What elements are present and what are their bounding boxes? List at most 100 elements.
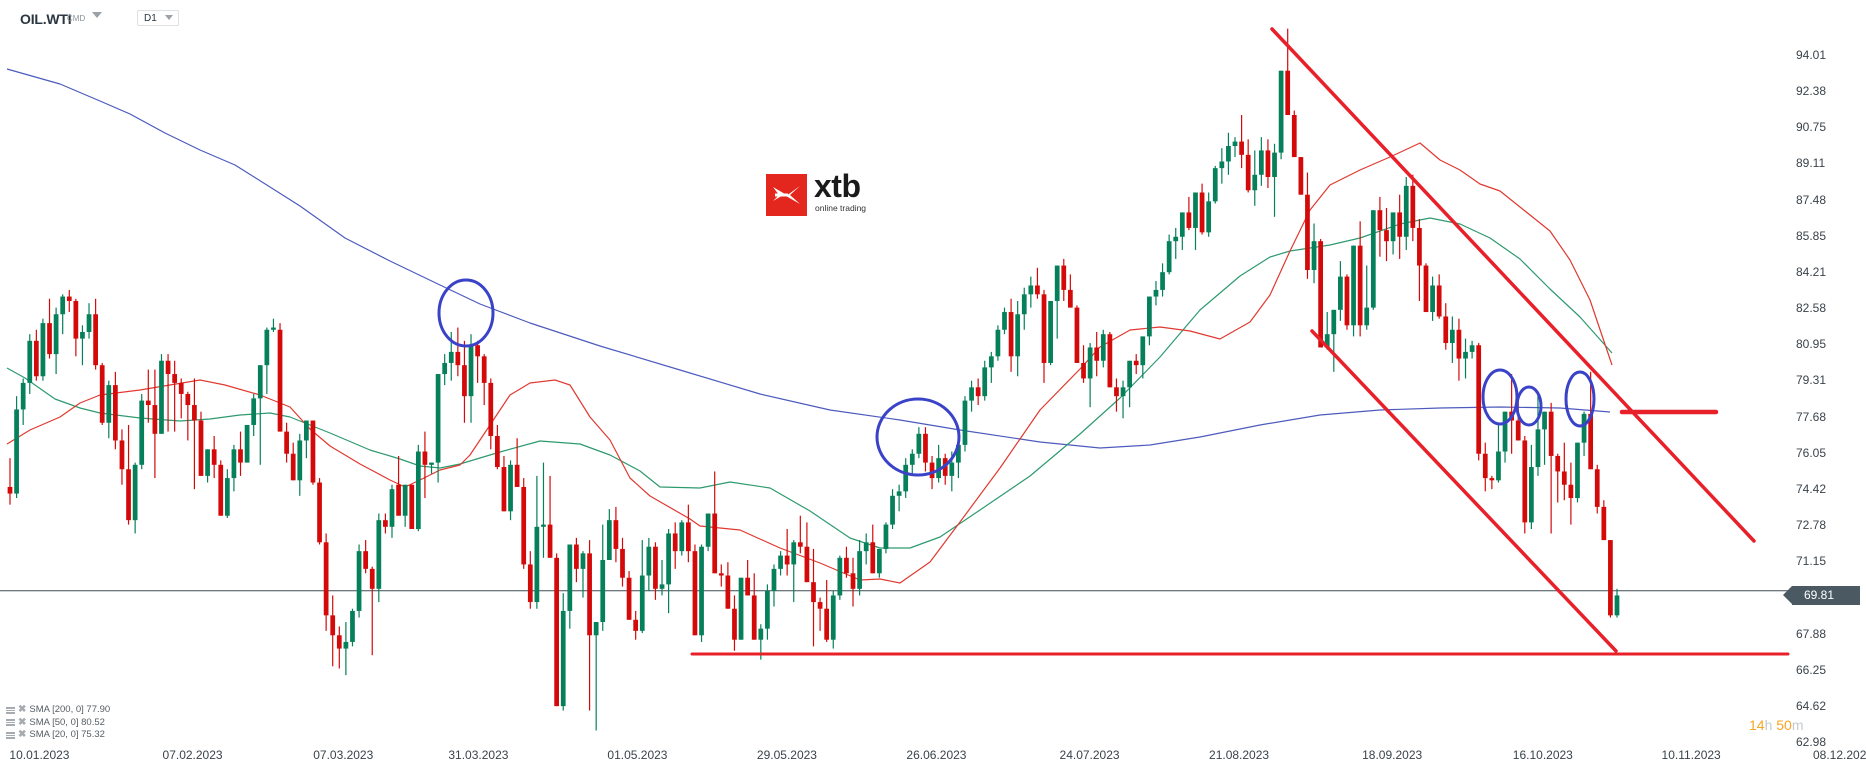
candle-body [1015, 314, 1021, 357]
candle-body [896, 491, 902, 496]
symbol-name[interactable]: OIL.WTI [20, 11, 72, 27]
price-tick-label: 64.62 [1796, 698, 1827, 713]
candle-body [113, 385, 118, 441]
candle-body [1489, 478, 1495, 481]
candle-body [653, 546, 658, 589]
candle-body [567, 544, 573, 611]
candle-body [409, 484, 415, 530]
candle-body [1443, 316, 1449, 344]
candle-body [705, 513, 711, 547]
candle-body [1094, 347, 1100, 361]
candle-body [1397, 212, 1403, 237]
settings-menu-icon[interactable] [6, 719, 15, 727]
candle-body [580, 553, 586, 569]
candle-body [639, 575, 645, 631]
candle-body [1002, 312, 1007, 330]
remove-x-icon[interactable]: ✖ [18, 716, 27, 728]
price-tick-label: 62.98 [1796, 735, 1827, 749]
candle-body [962, 400, 968, 445]
settings-menu-icon[interactable] [6, 706, 15, 714]
price-tick-label: 66.25 [1796, 662, 1827, 677]
candle-body [376, 520, 382, 589]
candle-body [1449, 329, 1455, 344]
candle-body [1173, 236, 1179, 242]
candle-body [231, 449, 237, 479]
candle-body [1054, 265, 1060, 301]
candle-body [198, 420, 204, 476]
candle-body [145, 400, 151, 406]
candle-body [1548, 411, 1554, 456]
candle-body [1153, 289, 1159, 297]
candle-body [620, 548, 625, 578]
candle-body [956, 444, 961, 463]
candle-body [593, 622, 599, 636]
candle-body [672, 533, 678, 552]
candle-body [613, 520, 619, 549]
candle-body [1338, 276, 1343, 310]
candle-body [1568, 484, 1574, 499]
candle-body [758, 628, 764, 640]
candle-body [455, 351, 461, 366]
candle-body [1166, 241, 1172, 273]
price-tick-label: 82.58 [1796, 301, 1827, 316]
candle-body [1575, 442, 1580, 499]
candle-body [14, 409, 19, 494]
candle-body [1535, 429, 1541, 468]
candle-body [422, 451, 428, 465]
candle-body [1561, 471, 1567, 485]
remove-x-icon[interactable]: ✖ [18, 729, 27, 740]
legend-label: SMA [200, 0] 77.90 [29, 704, 111, 715]
candle-body [1120, 387, 1126, 397]
candle-body [903, 464, 909, 492]
candle-body [692, 551, 698, 636]
candle-body [442, 362, 448, 375]
candle-body [712, 513, 718, 574]
timeframe-select[interactable]: D1 [137, 10, 179, 26]
candle-body [541, 524, 546, 527]
settings-menu-icon[interactable] [6, 731, 15, 739]
remove-x-icon[interactable]: ✖ [18, 704, 27, 715]
candle-body [165, 360, 171, 375]
candle-body [284, 431, 289, 454]
candle-body [844, 557, 849, 574]
candle-body [310, 420, 316, 483]
candle-body [600, 560, 606, 623]
candle-body [1417, 227, 1422, 266]
symbol-dropdown-chevron-down-icon[interactable] [92, 12, 102, 18]
candle-body [732, 608, 737, 640]
price-tick-label: 92.38 [1796, 84, 1827, 99]
candle-body [1377, 210, 1383, 231]
candle-body [224, 478, 230, 516]
candle-body [797, 542, 803, 547]
candle-body [73, 300, 79, 339]
candle-body [751, 595, 757, 640]
candle-body [1278, 70, 1284, 153]
candle-body [1041, 294, 1047, 363]
candle-body [804, 546, 810, 583]
date-tick-label: 08.12.2023 [1813, 748, 1866, 762]
candle-body [336, 635, 342, 649]
candle-body [547, 524, 553, 558]
candle-body [468, 345, 474, 397]
candle-body [949, 462, 955, 476]
candle-body [481, 356, 487, 383]
candle-body [909, 453, 915, 465]
candle-body [475, 345, 480, 357]
countdown-hours: 14 [1749, 717, 1765, 733]
candle-body [837, 557, 843, 596]
candle-body [1021, 294, 1027, 315]
candle-body [185, 393, 191, 406]
candle-body [975, 387, 981, 397]
candle-body [1107, 334, 1113, 388]
candle-body [1331, 309, 1337, 335]
candle-body [1232, 141, 1238, 146]
candle-body [1305, 194, 1310, 270]
candle-body [1291, 114, 1297, 158]
candle-body [7, 486, 13, 494]
candle-body [132, 464, 138, 521]
legend-item-sma20: ✖ SMA [20, 0] 75.32 [6, 729, 110, 742]
candle-body [277, 329, 283, 432]
candle-body [771, 568, 777, 592]
candle-body [93, 314, 98, 366]
